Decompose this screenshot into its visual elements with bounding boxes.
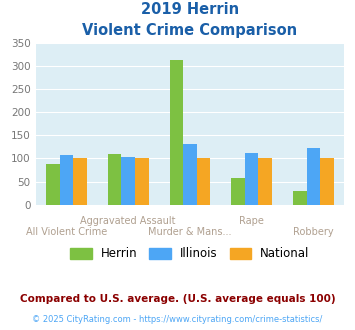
Bar bbox=[108, 154, 121, 205]
Bar bbox=[231, 178, 245, 205]
Bar bbox=[60, 155, 73, 205]
Bar bbox=[197, 158, 210, 205]
Bar bbox=[320, 158, 334, 205]
Text: Robbery: Robbery bbox=[293, 227, 334, 237]
Text: Rape: Rape bbox=[239, 216, 264, 226]
Text: All Violent Crime: All Violent Crime bbox=[26, 227, 107, 237]
Legend: Herrin, Illinois, National: Herrin, Illinois, National bbox=[66, 243, 314, 265]
Text: Aggravated Assault: Aggravated Assault bbox=[80, 216, 176, 226]
Text: © 2025 CityRating.com - https://www.cityrating.com/crime-statistics/: © 2025 CityRating.com - https://www.city… bbox=[32, 314, 323, 324]
Bar bbox=[121, 157, 135, 205]
Bar bbox=[307, 148, 320, 205]
Bar bbox=[73, 158, 87, 205]
Bar bbox=[183, 144, 197, 205]
Bar bbox=[245, 153, 258, 205]
Text: Compared to U.S. average. (U.S. average equals 100): Compared to U.S. average. (U.S. average … bbox=[20, 294, 335, 304]
Title: 2019 Herrin
Violent Crime Comparison: 2019 Herrin Violent Crime Comparison bbox=[82, 2, 297, 38]
Text: Murder & Mans...: Murder & Mans... bbox=[148, 227, 232, 237]
Bar bbox=[135, 158, 148, 205]
Bar bbox=[170, 60, 183, 205]
Bar bbox=[258, 158, 272, 205]
Bar bbox=[46, 164, 60, 205]
Bar bbox=[293, 191, 307, 205]
